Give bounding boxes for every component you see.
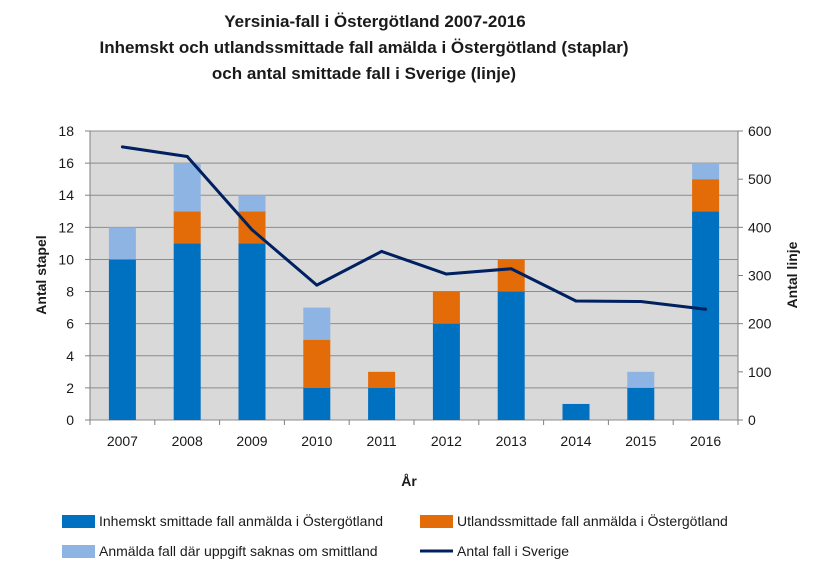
bar-2010-series-3 [303,307,331,340]
left-tick-label: 0 [66,412,74,428]
legend-swatch-unknown [62,545,95,558]
x-axis-title: År [401,473,417,489]
x-tick-label-2012: 2012 [431,433,462,449]
left-tick-label: 4 [66,348,74,364]
legend-swatch-abroad [420,515,453,528]
bar-2009-series-1 [238,243,266,420]
right-tick-label: 100 [748,364,772,380]
bar-2013-series-1 [497,291,525,420]
bar-2012-series-2 [432,291,460,324]
line-point-2007 [120,145,124,149]
x-tick-label-2010: 2010 [301,433,332,449]
line-point-2011 [380,249,384,253]
bar-2008-series-3 [173,163,201,212]
left-tick-label: 2 [66,380,74,396]
bar-2012-series-1 [432,323,460,420]
line-point-2015 [639,300,643,304]
bar-2011-series-2 [368,371,396,388]
line-point-2010 [315,283,319,287]
left-tick-label: 12 [58,219,74,235]
right-tick-label: 400 [748,219,772,235]
line-point-2013 [509,267,513,271]
line-series [120,145,708,311]
x-tick-label-2007: 2007 [107,433,138,449]
line-point-2009 [250,228,254,232]
left-axis-ticks: 0 2 4 6 8 10 12 14 16 18 [58,123,90,428]
x-tick-label-2013: 2013 [496,433,527,449]
legend-label-unknown: Anmälda fall där uppgift saknas om smitt… [99,543,378,559]
bar-2007-series-3 [108,227,136,260]
bar-2015-series-1 [627,387,655,420]
x-tick-label-2014: 2014 [560,433,591,449]
bar-2014-series-1 [562,403,590,420]
legend-label-domestic: Inhemskt smittade fall anmälda i Östergö… [99,512,383,529]
x-tick-label-2011: 2011 [367,433,397,449]
left-tick-label: 18 [58,123,74,139]
chart-title-line-3: och antal smittade fall i Sverige (linje… [212,64,516,83]
right-axis-ticks: 0 100 200 300 400 500 600 [738,123,772,428]
legend-swatch-domestic [62,515,95,528]
line-sweden-cases [122,145,706,311]
x-tick-label-2009: 2009 [236,433,267,449]
line-point-2008 [185,155,189,159]
left-tick-label: 6 [66,316,74,332]
legend: Inhemskt smittade fall anmälda i Östergö… [62,512,728,559]
right-tick-label: 300 [748,268,772,284]
bar-2009-series-3 [238,195,266,212]
bar-2008-series-2 [173,211,201,244]
legend-label-sweden-line: Antal fall i Sverige [457,543,569,559]
left-tick-label: 10 [58,251,74,267]
bar-2010-series-2 [303,339,331,388]
y-axis-title: Antal stapel [33,235,49,314]
bar-2008-series-1 [173,243,201,420]
x-axis-ticks: 2007 2008 2009 2010 2011 2012 2013 2014 2015 2016 [89,420,739,449]
legend-label-abroad: Utlandssmittade fall anmälda i Östergötl… [457,512,728,529]
chart-title-line-2: Inhemskt och utlandssmittade fall amälda… [99,38,628,57]
line-point-2016 [704,307,708,311]
bar-2015-series-3 [627,371,655,388]
left-tick-label: 14 [58,187,74,203]
left-tick-label: 16 [58,155,74,171]
x-tick-label-2008: 2008 [172,433,203,449]
right-tick-label: 500 [748,171,772,187]
bar-2010-series-1 [303,387,331,420]
line-point-2012 [444,272,448,276]
bar-2016-series-2 [692,179,720,212]
chart-title-line-1: Yersinia-fall i Östergötland 2007-2016 [224,12,525,31]
x-tick-label-2015: 2015 [625,433,656,449]
right-tick-label: 0 [748,412,756,428]
bar-2013-series-2 [497,259,525,292]
x-tick-label-2016: 2016 [690,433,721,449]
bar-2007-series-1 [108,259,136,420]
y2-axis-title: Antal linje [784,241,800,308]
right-tick-label: 200 [748,316,772,332]
right-tick-label: 600 [748,123,772,139]
bar-2011-series-1 [368,387,396,420]
bar-2016-series-1 [692,211,720,420]
line-point-2014 [574,299,578,303]
bars [108,163,720,420]
bar-2016-series-3 [692,163,720,180]
left-tick-label: 8 [66,284,74,300]
